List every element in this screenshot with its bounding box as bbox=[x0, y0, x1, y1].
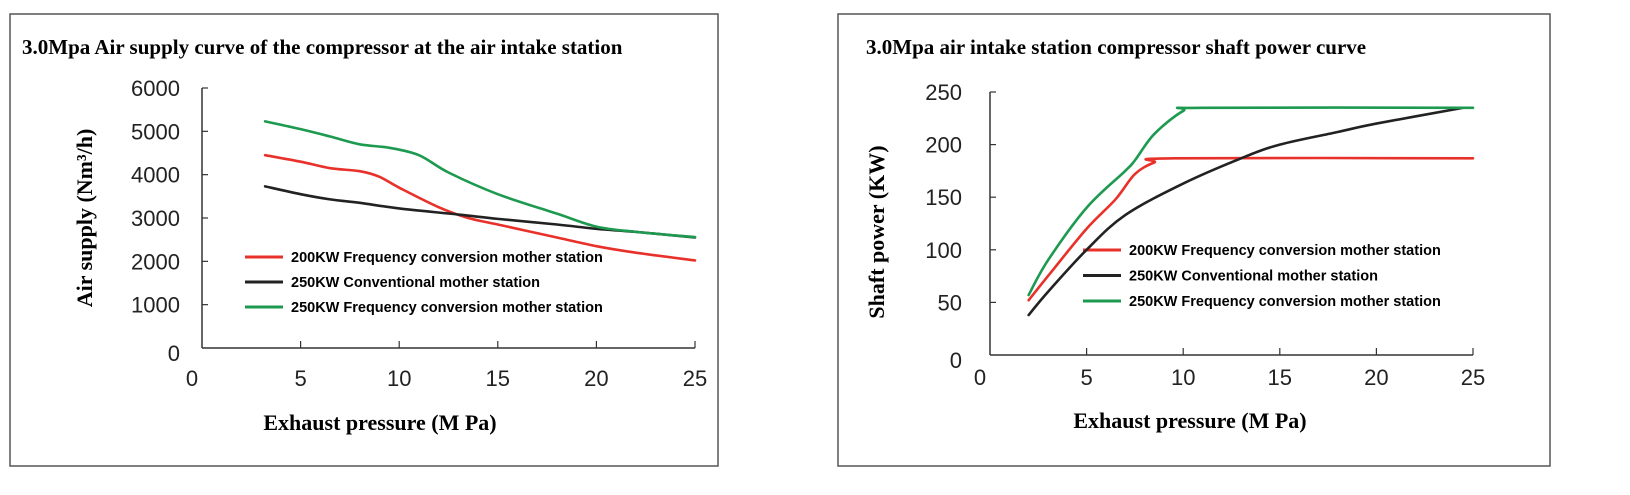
y-tick-label: 6000 bbox=[131, 76, 180, 101]
legend-label: 250KW Frequency conversion mother statio… bbox=[291, 300, 603, 316]
x-tick-label: 10 bbox=[387, 366, 411, 391]
y-tick-label: 4000 bbox=[131, 163, 180, 188]
y-tick-label: 100 bbox=[925, 238, 962, 263]
y-axis-label: Air supply (Nm³/h) bbox=[72, 129, 97, 308]
chart-title: 3.0Mpa Air supply curve of the compresso… bbox=[22, 35, 623, 59]
plot-area: 0 50 100 150 200 250 0 5 10 15 20 25 200KW Frequency… bbox=[925, 80, 1485, 390]
x-tick-label: 0 bbox=[974, 365, 986, 390]
panel-border bbox=[837, 13, 1551, 467]
x-tick-label: 15 bbox=[1268, 365, 1292, 390]
series-line-green bbox=[263, 120, 697, 239]
y-tick-label: 150 bbox=[925, 185, 962, 210]
x-tick-label: 25 bbox=[1461, 365, 1485, 390]
y-tick-label: 0 bbox=[168, 341, 180, 366]
legend-label: 200KW Frequency conversion mother statio… bbox=[291, 250, 603, 266]
chart-title: 3.0Mpa air intake station compressor sha… bbox=[866, 35, 1366, 59]
panel-border bbox=[9, 13, 719, 467]
plot-area: 0 1000 2000 3000 4000 5000 6000 0 5 10 15 20 25 200KW… bbox=[131, 76, 707, 391]
y-tick-label: 3000 bbox=[131, 206, 180, 231]
x-tick-label: 25 bbox=[683, 366, 707, 391]
chart-air-supply: 3.0Mpa Air supply curve of the compresso… bbox=[9, 13, 719, 467]
y-tick-label: 250 bbox=[925, 80, 962, 105]
series-line-red bbox=[263, 153, 697, 262]
x-tick-label: 20 bbox=[584, 366, 608, 391]
x-tick-label: 10 bbox=[1171, 365, 1195, 390]
y-tick-label: 200 bbox=[925, 133, 962, 158]
series-line-green bbox=[1027, 106, 1475, 297]
legend-label: 250KW Conventional mother station bbox=[291, 275, 540, 291]
x-axis-label: Exhaust pressure (M Pa) bbox=[1073, 408, 1306, 433]
x-tick-label: 15 bbox=[486, 366, 510, 391]
chart-shaft-power: 3.0Mpa air intake station compressor sha… bbox=[837, 13, 1551, 467]
y-tick-label: 0 bbox=[950, 348, 962, 373]
y-axis-label: Shaft power (KW) bbox=[864, 145, 889, 318]
series-line-black bbox=[1027, 106, 1465, 317]
legend-label: 250KW Frequency conversion mother statio… bbox=[1129, 294, 1441, 310]
y-tick-label: 5000 bbox=[131, 119, 180, 144]
y-tick-label: 2000 bbox=[131, 249, 180, 274]
legend-label: 250KW Conventional mother station bbox=[1129, 269, 1378, 285]
x-tick-label: 5 bbox=[294, 366, 306, 391]
y-tick-label: 50 bbox=[938, 290, 962, 315]
x-axis-label: Exhaust pressure (M Pa) bbox=[263, 410, 496, 435]
legend-label: 200KW Frequency conversion mother statio… bbox=[1129, 243, 1441, 259]
y-tick-label: 1000 bbox=[131, 293, 180, 318]
x-tick-label: 0 bbox=[186, 366, 198, 391]
x-tick-label: 20 bbox=[1364, 365, 1388, 390]
x-tick-label: 5 bbox=[1080, 365, 1092, 390]
series-line-red bbox=[1027, 156, 1475, 302]
